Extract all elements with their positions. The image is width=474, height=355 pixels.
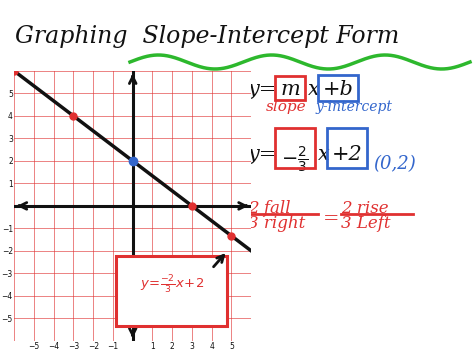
Text: +2: +2 (332, 145, 363, 164)
Text: y=: y= (248, 80, 277, 99)
Text: x: x (308, 80, 320, 99)
Text: m: m (281, 80, 301, 99)
Text: 3 Left: 3 Left (341, 215, 391, 232)
Text: 2 rise: 2 rise (341, 200, 389, 217)
Text: (0,2): (0,2) (373, 155, 416, 173)
Text: $y\!=\!\frac{-2}{3}x\!+\!2$: $y\!=\!\frac{-2}{3}x\!+\!2$ (140, 274, 204, 296)
FancyBboxPatch shape (116, 256, 227, 326)
Text: $-\frac{2}{3}$: $-\frac{2}{3}$ (281, 145, 308, 175)
Text: y=: y= (248, 145, 277, 164)
Text: 3 right: 3 right (248, 215, 305, 232)
Text: 2 fall: 2 fall (248, 200, 291, 217)
Text: x: x (318, 145, 330, 164)
Text: +b: +b (323, 80, 354, 99)
Text: =: = (323, 210, 339, 228)
Text: slope: slope (266, 100, 307, 114)
Text: Graphing  Slope-Intercept Form: Graphing Slope-Intercept Form (15, 25, 399, 48)
Text: y-intercept: y-intercept (316, 100, 393, 114)
